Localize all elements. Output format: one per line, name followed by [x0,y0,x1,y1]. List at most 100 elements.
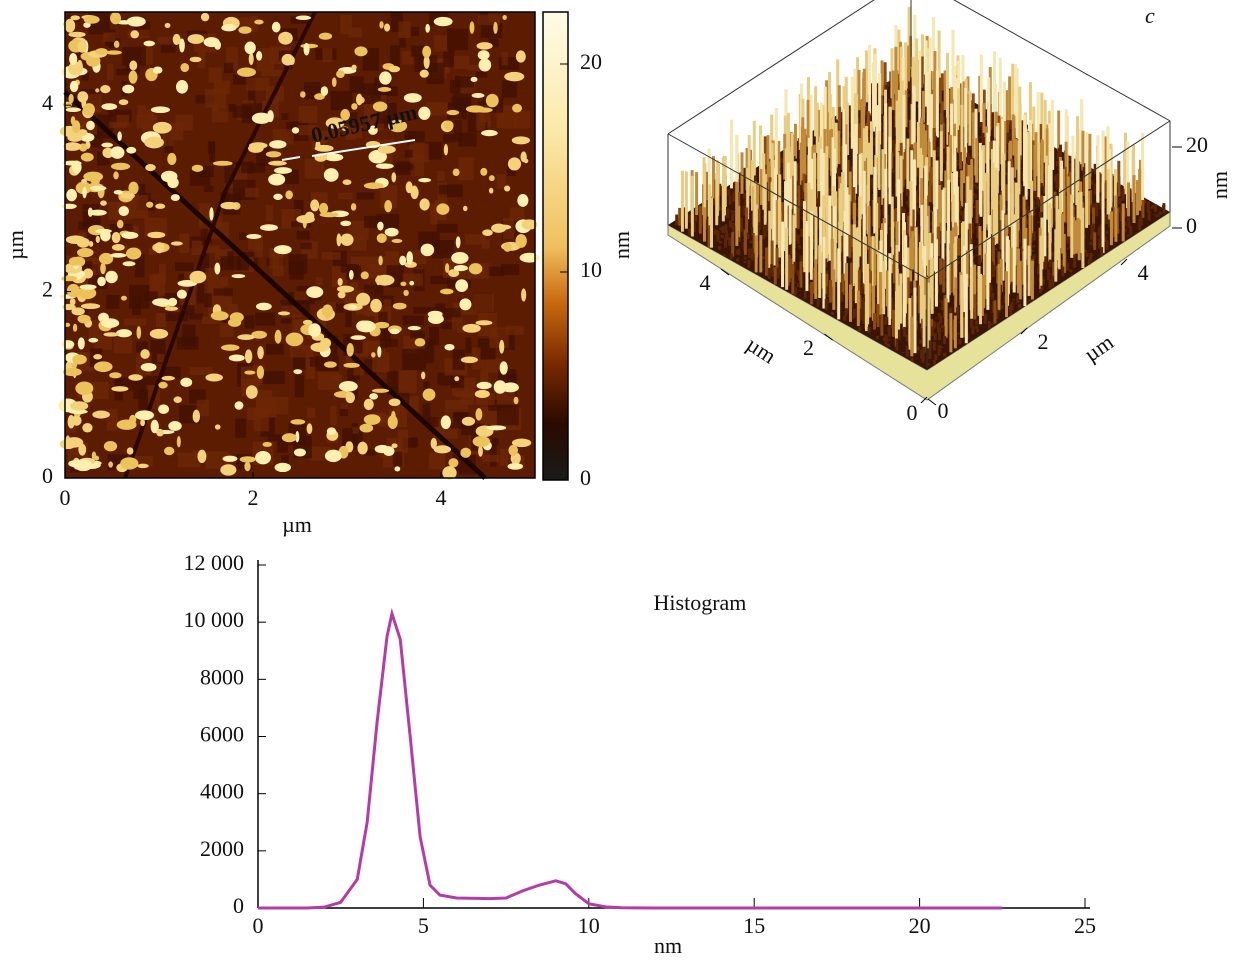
texture [158,404,170,415]
texture [261,69,283,77]
texture [480,358,501,373]
texture [94,455,100,461]
texture [117,201,125,209]
texture [260,224,279,231]
texture [315,140,321,151]
texture [250,16,258,32]
texture [251,330,267,339]
texture [250,47,262,61]
texture [455,236,461,249]
texture [398,370,417,394]
texture [319,202,329,214]
y-tick-label: 0 [42,463,53,488]
texture [436,223,458,233]
texture [77,287,97,300]
texture [306,286,324,298]
texture [79,388,92,393]
texture [197,449,207,464]
texture [179,305,195,315]
texture [128,181,139,195]
texture [220,276,229,287]
texture [477,50,490,60]
texture [388,119,408,133]
texture [315,130,328,144]
texture [122,84,135,94]
texture [113,171,119,180]
texture [447,28,469,51]
y-tick-label: 2000 [200,836,244,861]
texture [453,264,468,272]
texture [180,377,193,388]
texture [322,304,333,318]
texture [454,75,475,88]
texture [473,293,494,312]
texture [422,403,431,425]
texture [435,303,446,313]
texture [152,66,163,74]
texture [428,326,440,346]
texture [460,356,479,364]
texture [244,315,255,329]
texture [69,298,76,306]
y-tick [920,396,928,404]
texture [426,102,448,116]
texture [294,374,305,398]
texture [224,165,235,184]
texture [353,365,374,376]
texture [419,198,430,211]
y-axis-label: µm [3,230,28,260]
texture [477,14,501,26]
texture [440,415,451,430]
texture [244,370,256,375]
texture [93,354,103,360]
texture [445,410,454,423]
texture [351,64,357,71]
texture [387,415,398,430]
texture [248,80,256,105]
y-tick-label: 4000 [200,779,244,804]
texture [256,365,265,379]
texture [304,158,325,179]
texture [445,400,468,412]
texture [80,303,101,310]
texture [255,450,272,465]
texture [188,313,204,320]
texture [175,80,189,94]
texture [430,437,437,450]
texture [205,373,223,382]
texture [455,279,469,293]
texture [122,261,136,267]
texture [70,401,89,411]
texture [430,275,450,285]
texture [306,423,313,435]
texture [410,437,419,447]
texture [363,182,384,189]
texture [189,367,213,375]
texture [277,438,288,453]
texture [268,173,286,186]
x-axis-label: µm [742,331,781,368]
texture [433,16,453,27]
texture [152,298,171,307]
texture [145,376,160,385]
texture [100,318,120,328]
texture [505,325,524,335]
texture [79,284,97,290]
texture [241,163,266,173]
texture [482,454,500,462]
texture [443,134,455,143]
texture [324,153,344,162]
surface [667,6,1171,401]
y-tick [1020,327,1028,335]
texture [507,157,522,171]
texture [256,51,263,61]
texture [100,262,106,275]
texture [64,322,71,327]
texture [499,339,505,354]
y-tick-label: 12 000 [184,550,245,575]
texture [212,160,233,166]
texture [300,91,306,98]
texture [511,438,532,448]
texture [508,444,518,457]
texture [421,371,426,380]
